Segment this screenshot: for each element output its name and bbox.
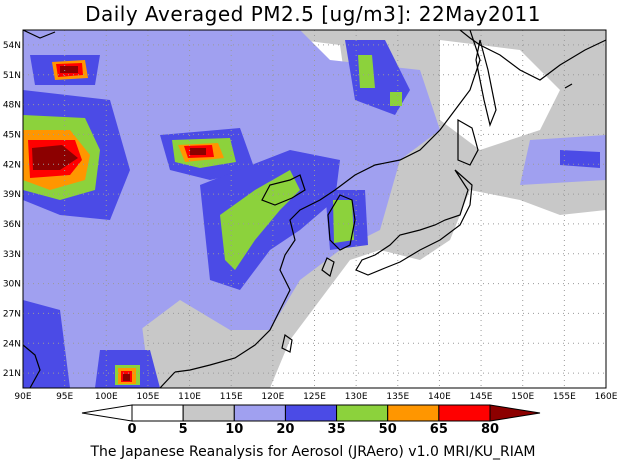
- lat-tick-label: 54N: [3, 41, 21, 51]
- colorbar-segment: [284, 404, 338, 422]
- lon-tick-label: 125E: [303, 392, 326, 402]
- colorbar-label: 10: [225, 422, 243, 437]
- colorbar-label: 5: [179, 422, 188, 437]
- lat-tick-label: 30N: [3, 280, 21, 290]
- lon-tick-label: 120E: [261, 392, 284, 402]
- coastlines: [23, 30, 606, 388]
- colorbar-label: 35: [328, 422, 346, 437]
- lat-tick-label: 39N: [3, 190, 21, 200]
- lat-tick-label: 42N: [3, 160, 21, 170]
- lat-tick-label: 21N: [3, 369, 21, 379]
- lon-tick-label: 160E: [595, 392, 618, 402]
- map-title: Daily Averaged PM2.5 [ug/m3]: 22May2011: [85, 2, 541, 26]
- lon-tick-label: 110E: [178, 392, 201, 402]
- colorbar-label: 20: [276, 422, 294, 437]
- lon-tick-label: 115E: [220, 392, 243, 402]
- colorbar-label: 65: [430, 422, 448, 437]
- lon-tick-label: 140E: [428, 392, 451, 402]
- map-gridlines: [23, 30, 606, 388]
- lon-tick-label: 150E: [511, 392, 534, 402]
- colorbar-segment: [387, 404, 440, 422]
- colorbar-label: 50: [379, 422, 397, 437]
- lon-tick-label: 155E: [553, 392, 576, 402]
- lon-tick-label: 135E: [386, 392, 409, 402]
- lat-tick-label: 27N: [3, 309, 21, 319]
- lat-tick-label: 36N: [3, 220, 21, 230]
- lat-tick-label: 48N: [3, 101, 21, 111]
- colorbar-segment: [233, 404, 286, 422]
- colorbar-high-arrow: [489, 404, 541, 422]
- colorbar-segment: [182, 404, 235, 422]
- colorbar-low-arrow: [81, 404, 133, 422]
- lat-tick-label: 45N: [3, 130, 21, 140]
- colorbar-label: 0: [127, 422, 136, 437]
- lon-tick-label: 130E: [345, 392, 368, 402]
- latitude-tick-labels: 21N 24N 27N 30N 33N 36N 39N 42N 45N 48N 51N 54N: [3, 41, 21, 379]
- concentration-fields: [23, 30, 606, 388]
- colorbar-segment: [438, 404, 491, 422]
- lon-tick-label: 95E: [56, 392, 73, 402]
- footer-credit: The Japanese Reanalysis for Aerosol (JRA…: [90, 444, 536, 460]
- map-frame: [22, 29, 607, 389]
- lon-tick-label: 145E: [470, 392, 493, 402]
- longitude-tick-labels: 90E 95E 100E 105E 110E 115E 120E 125E 130E 135E 14…: [14, 392, 617, 402]
- lat-tick-label: 24N: [3, 339, 21, 349]
- colorbar: 0 5 10 20 35 50 65 80: [81, 404, 541, 437]
- colorbar-segment: [336, 404, 389, 422]
- lat-tick-label: 33N: [3, 250, 21, 260]
- colorbar-segment: [131, 404, 184, 422]
- colorbar-label: 80: [481, 422, 499, 437]
- lon-tick-label: 105E: [136, 392, 159, 402]
- lon-tick-label: 90E: [14, 392, 31, 402]
- lon-tick-label: 100E: [95, 392, 118, 402]
- lat-tick-label: 51N: [3, 71, 21, 81]
